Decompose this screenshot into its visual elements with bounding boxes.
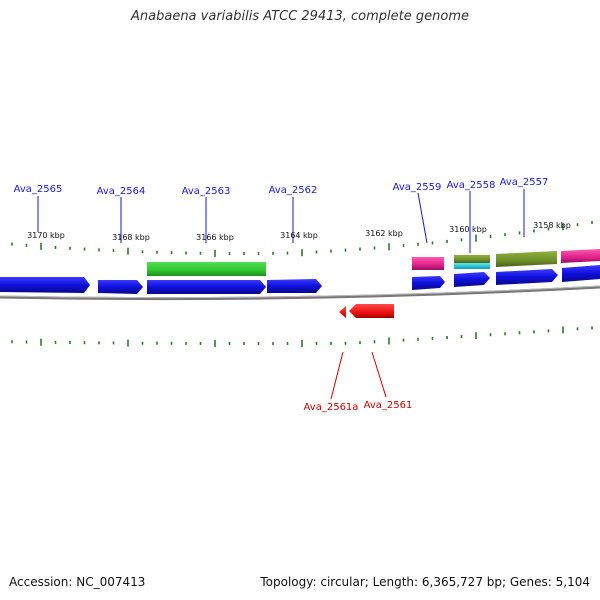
- gene-label-ava-2564[interactable]: Ava_2564: [97, 186, 146, 197]
- scale-label: 3158 kbp: [533, 221, 571, 230]
- gene-label-ava-2561[interactable]: Ava_2561: [364, 400, 413, 411]
- gene-ava-2558-arrow[interactable]: [454, 272, 490, 287]
- gene-ava-2563-feature[interactable]: [147, 262, 266, 276]
- genome-summary: Topology: circular; Length: 6,365,727 bp…: [260, 575, 590, 589]
- accession-label: Accession: NC_007413: [9, 575, 146, 589]
- gene-ava-2558-subfeature[interactable]: [454, 263, 490, 269]
- gene-label-ava-2561a[interactable]: Ava_2561a: [304, 402, 359, 413]
- genome-backbone: [0, 285, 600, 301]
- gene-label-ava-2559[interactable]: Ava_2559: [393, 182, 442, 193]
- gene-ava-2557-arrow[interactable]: [496, 269, 558, 285]
- gene-ava-2564-arrow[interactable]: [98, 280, 143, 294]
- gene-label-ava-2562[interactable]: Ava_2562: [269, 185, 318, 196]
- gene-next-blue-arrow[interactable]: [562, 265, 600, 282]
- gene-ava-2561a-arrow[interactable]: [339, 306, 346, 318]
- gene-ava-2557-feature[interactable]: [496, 251, 557, 267]
- gene-ava-2558-feature[interactable]: [454, 255, 490, 263]
- gene-ava-2565-arrow[interactable]: [0, 277, 90, 293]
- map-title: Anabaena variabilis ATCC 29413, complete…: [131, 9, 469, 24]
- scale-label: 3166 kbp: [196, 233, 234, 242]
- gene-ava-2561-arrow[interactable]: [349, 304, 394, 318]
- scale-label: 3164 kbp: [280, 231, 318, 240]
- scale-label: 3160 kbp: [449, 225, 487, 234]
- gene-label-ava-2558[interactable]: Ava_2558: [447, 180, 496, 191]
- scale-label: 3170 kbp: [27, 231, 65, 240]
- gene-label-ava-2563[interactable]: Ava_2563: [182, 186, 231, 197]
- forward-label-leaders: [37, 189, 525, 253]
- gene-ava-2562-arrow[interactable]: [267, 279, 322, 293]
- scale-label: 3168 kbp: [112, 233, 150, 242]
- gene-label-ava-2565[interactable]: Ava_2565: [14, 184, 63, 195]
- scale-label: 3162 kbp: [365, 229, 403, 238]
- gene-next-magenta-feature[interactable]: [561, 249, 600, 263]
- gene-ava-2559-feature[interactable]: [412, 257, 444, 270]
- gene-ava-2563-arrow[interactable]: [147, 280, 266, 294]
- forward-tick-row: [11, 220, 593, 257]
- gene-label-ava-2557[interactable]: Ava_2557: [500, 177, 549, 188]
- reverse-tick-row: [11, 326, 593, 347]
- reverse-label-leaders: [330, 351, 387, 400]
- gene-ava-2559-arrow[interactable]: [412, 276, 445, 290]
- genome-backbone-highlight: [0, 285, 600, 299]
